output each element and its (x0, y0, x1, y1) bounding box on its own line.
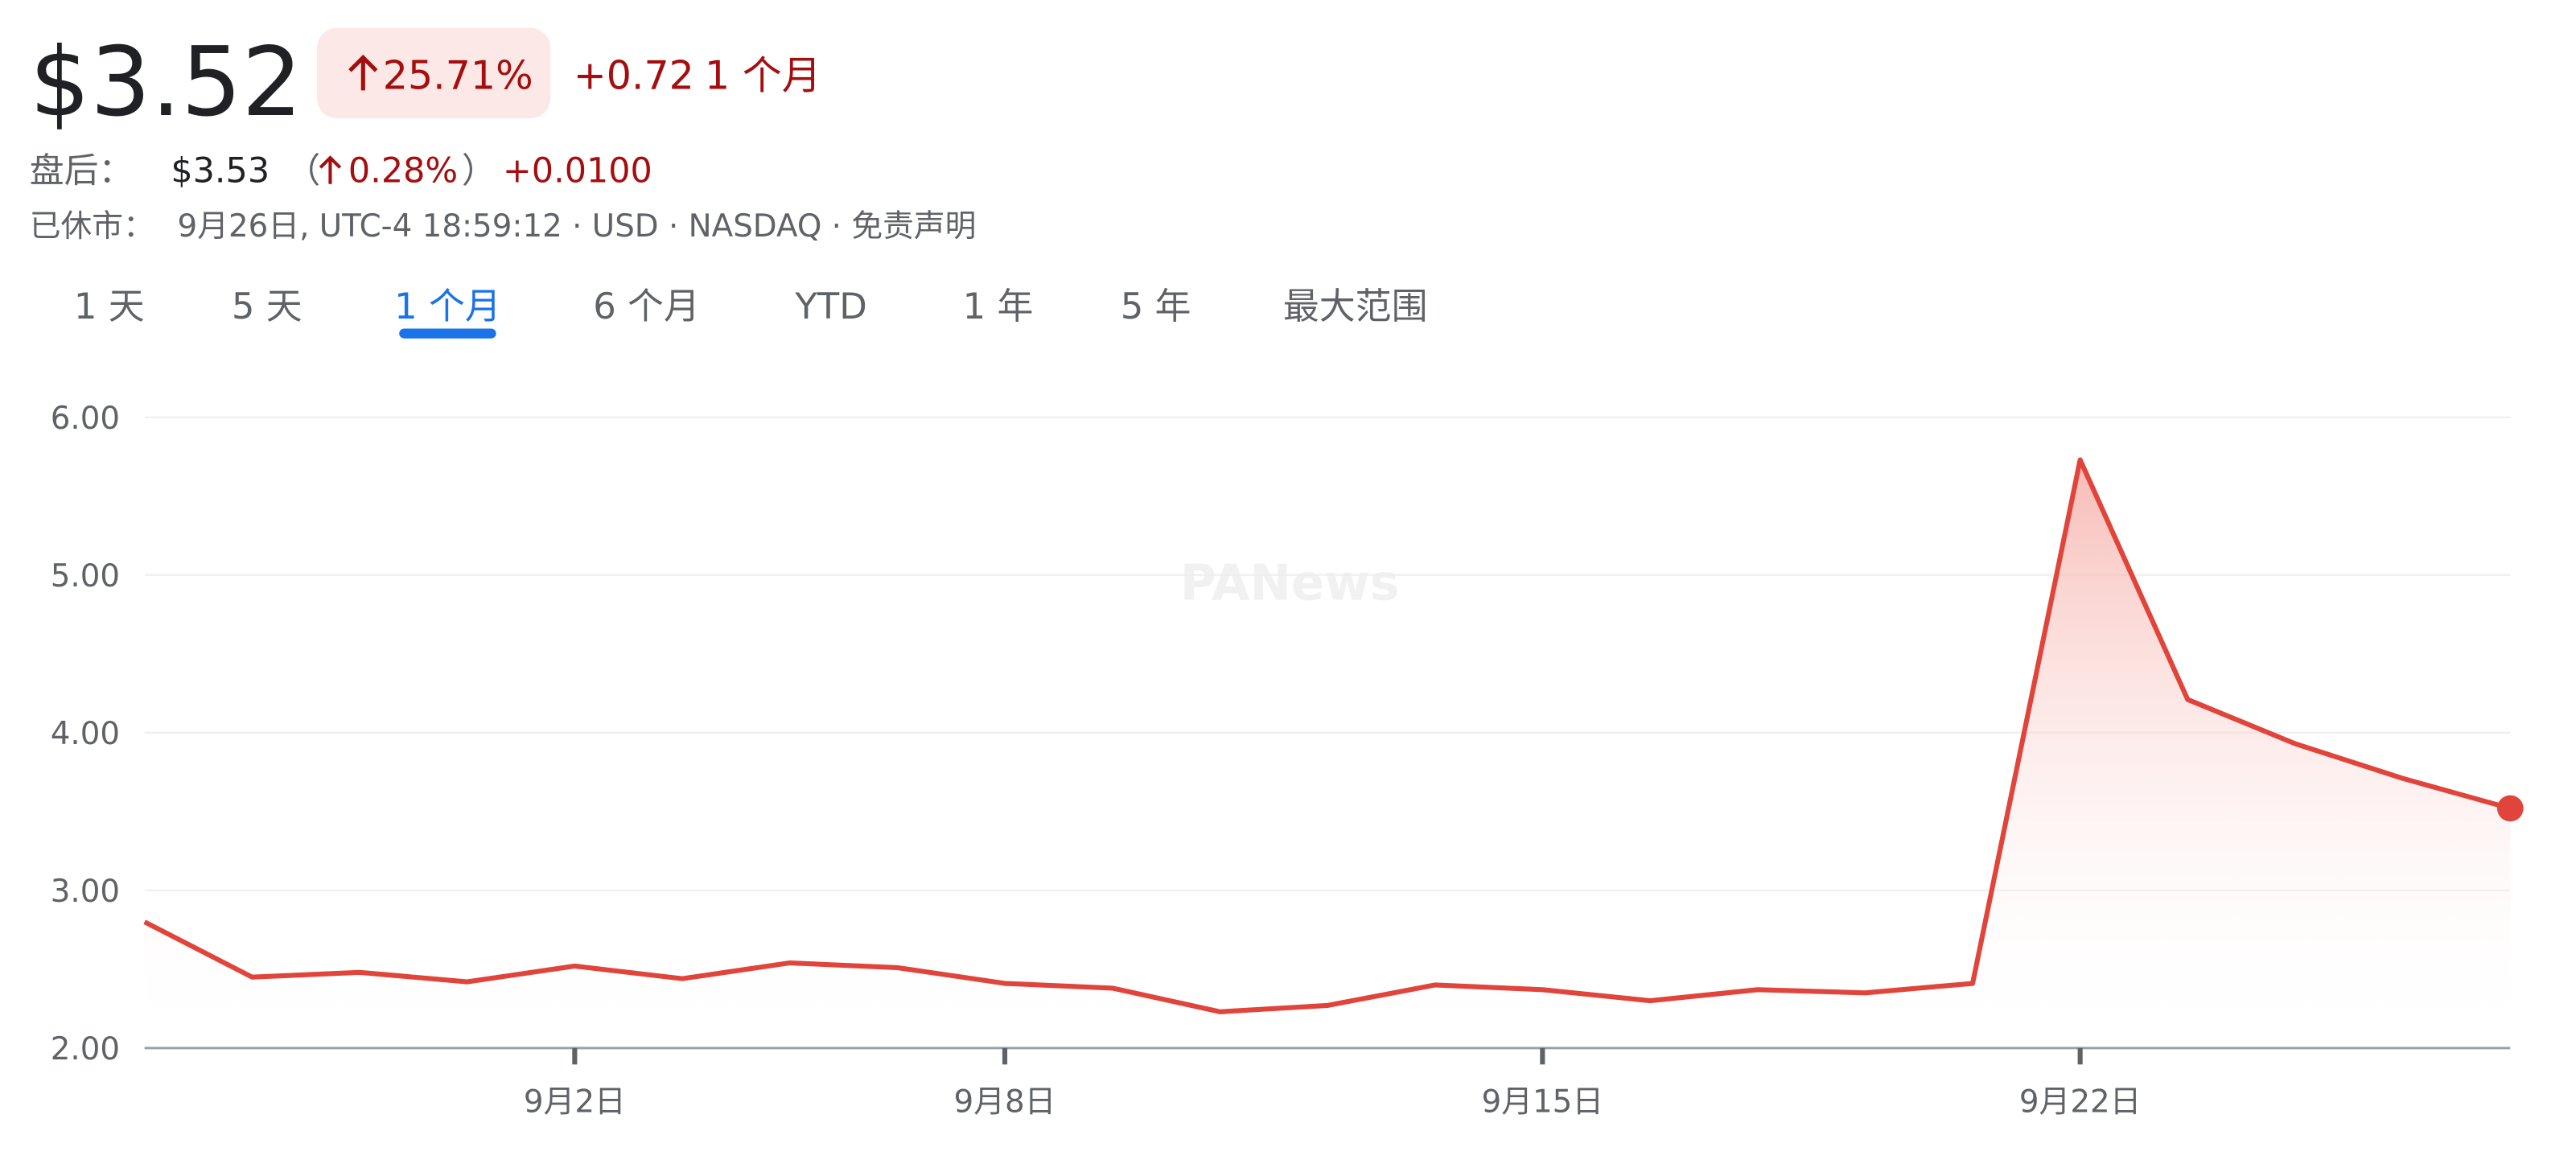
paren: （ (286, 151, 320, 191)
price-line (143, 457, 2512, 1014)
range-tab[interactable]: YTD (794, 285, 866, 327)
y-tick-label: 4.00 (51, 716, 120, 752)
range-tab[interactable]: 5 年 (1121, 285, 1191, 327)
after-hours-change: +0.0100 (503, 151, 652, 191)
change-percent: 25.71% (383, 52, 533, 98)
last-point (2496, 795, 2524, 822)
range-tab[interactable]: 1 个月 (394, 285, 501, 327)
up-arrow (348, 54, 378, 91)
status-label: 已休市： (30, 208, 154, 245)
range-tab[interactable]: 5 天 (232, 285, 302, 327)
y-tick-label: 6.00 (51, 401, 120, 437)
paren: ） (462, 151, 496, 191)
up-arrow (319, 155, 342, 184)
y-tick-label: 5.00 (51, 558, 120, 594)
active-tab-indicator (399, 328, 496, 339)
change: +0.72 (574, 52, 694, 98)
x-tick-label: 9月22日 (2019, 1084, 2142, 1121)
after-hours-price: $3.53 (171, 151, 270, 191)
period: 1 个月 (705, 52, 821, 98)
after-hours-change-percent: 0.28% (348, 151, 458, 191)
watermark: PANews (1180, 554, 1400, 611)
change-pill (317, 27, 551, 119)
y-tick-label: 2.00 (51, 1031, 120, 1067)
range-tab[interactable]: 1 天 (74, 285, 145, 327)
x-tick-label: 9月15日 (1482, 1084, 1604, 1121)
range-tab[interactable]: 6 个月 (593, 285, 700, 327)
range-tab[interactable]: 1 年 (963, 285, 1034, 327)
area-fill (144, 459, 2511, 1048)
after-hours-label: 盘后： (30, 151, 134, 191)
price: $3.52 (30, 27, 302, 138)
range-tab[interactable]: 最大范围 (1283, 285, 1428, 327)
x-tick-label: 9月8日 (954, 1084, 1056, 1121)
status-details: 9月26日, UTC-4 18:59:12 · USD · NASDAQ · 免… (178, 208, 977, 245)
x-tick-label: 9月2日 (524, 1084, 626, 1121)
y-tick-label: 3.00 (51, 874, 120, 910)
range-tabs: 1 天 5 天 1 个月 6 个月 YTD 1 年 5 年 最大范围 (74, 285, 1428, 339)
